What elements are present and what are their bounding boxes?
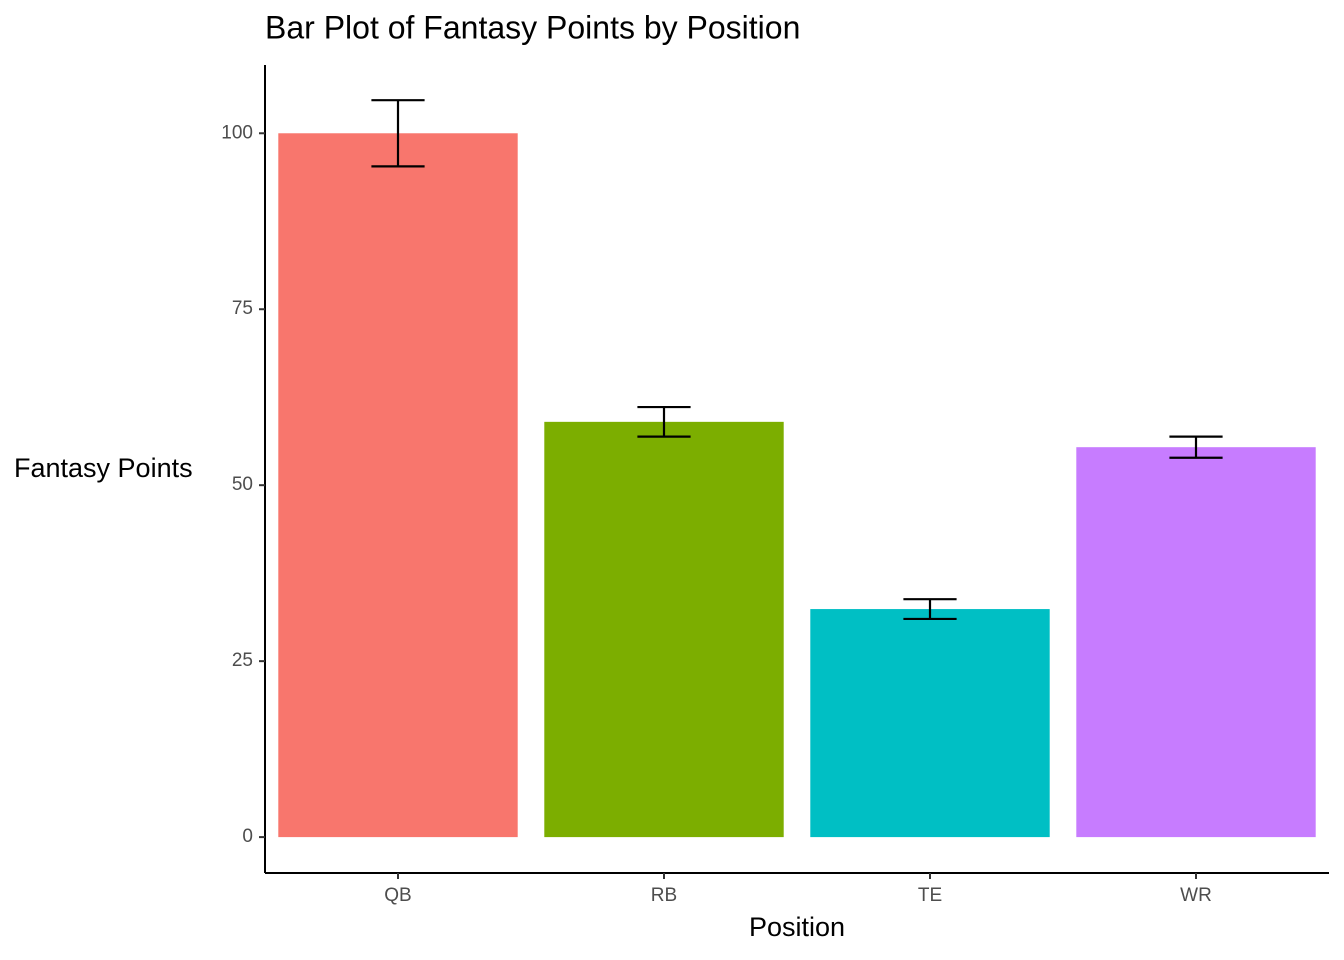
y-tick-label: 25 [232,650,253,671]
x-tick-label: RB [651,885,677,906]
bar [278,133,518,838]
y-tick-label: 75 [232,298,253,319]
x-axis-title: Position [749,912,845,942]
error-bar [1169,435,1223,459]
error-bar [637,405,691,438]
error-bar [903,598,957,621]
x-tick-label: TE [918,885,942,906]
error-bar [371,99,425,168]
x-tick-label: WR [1180,885,1212,906]
chart-title: Bar Plot of Fantasy Points by Position [265,9,800,45]
x-tick-label: QB [384,885,411,906]
y-tick-label: 0 [242,826,253,847]
y-axis-title: Fantasy Points [14,453,193,483]
y-tick-label: 100 [221,122,253,143]
bar [544,421,784,838]
y-tick-label: 50 [232,474,253,495]
bar [810,609,1050,838]
bar [1076,447,1316,838]
